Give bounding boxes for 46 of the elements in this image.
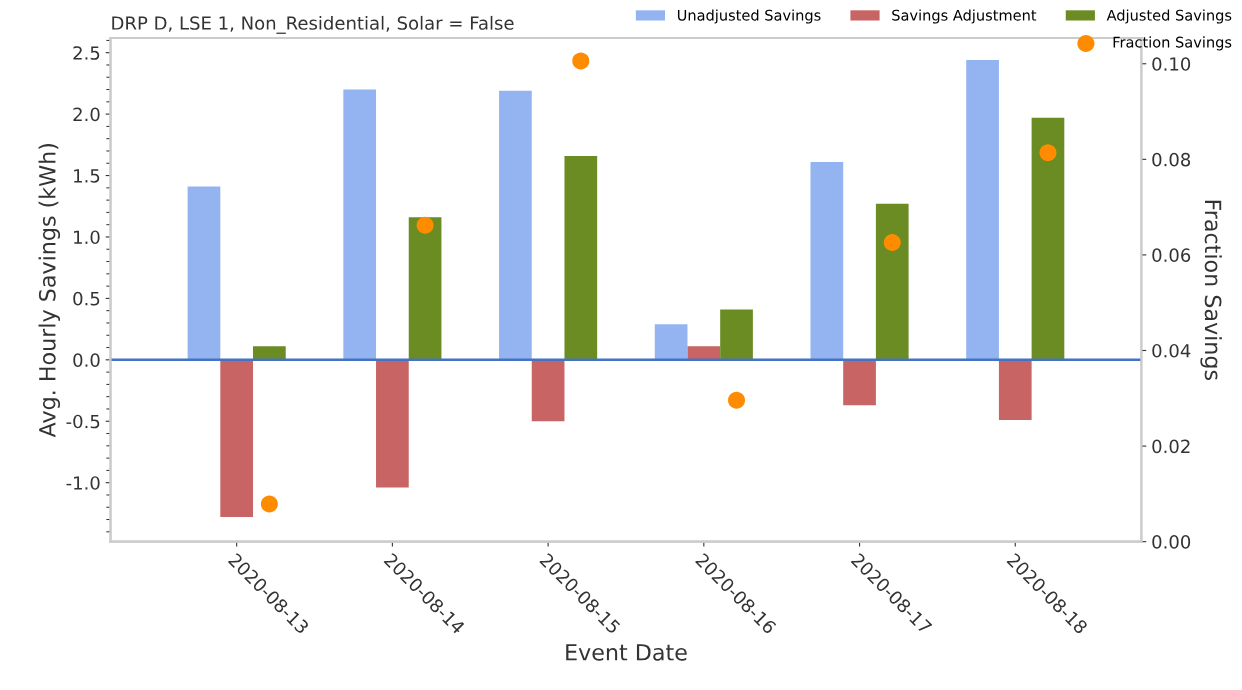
bar (499, 90, 532, 360)
point (728, 391, 746, 409)
legend-label: Fraction Savings (1113, 36, 1232, 51)
bar (687, 346, 721, 360)
bar (343, 89, 377, 360)
bar (998, 359, 1032, 421)
bar (843, 359, 876, 406)
y-tick-label: 2.5 (73, 46, 100, 60)
y-axis-title: Avg. Hourly Savings (kWh) (38, 144, 61, 438)
bar (408, 217, 442, 360)
point (572, 52, 590, 70)
bar (376, 359, 409, 488)
legend-label: Unadjusted Savings (677, 9, 821, 24)
bar (654, 324, 688, 360)
y-tick-label: -0.5 (66, 414, 100, 429)
point (883, 233, 901, 251)
bar (966, 60, 999, 360)
legend-label: Savings Adjustment (892, 9, 1037, 24)
y-tick-label: 1.0 (74, 230, 100, 245)
bar (187, 186, 221, 360)
y-tick-label: 1.5 (74, 169, 100, 183)
point (416, 216, 434, 234)
y2-axis-title: Fraction Savings (1200, 200, 1222, 381)
point (260, 495, 278, 513)
bar (531, 359, 565, 422)
y-tick-label: 2.0 (73, 107, 100, 122)
y2-tick-label: 0.00 (1152, 535, 1191, 549)
y2-tick-label: 0.10 (1152, 57, 1191, 71)
bar (810, 162, 844, 360)
bar (220, 359, 254, 518)
bar (1031, 117, 1065, 360)
y-tick-label: 0.0 (73, 353, 100, 367)
legend-label: Adjusted Savings (1106, 9, 1232, 24)
y2-tick-label: 0.06 (1152, 248, 1191, 263)
bar (253, 346, 286, 360)
bar (564, 155, 598, 360)
point (1039, 144, 1057, 162)
bar (720, 309, 753, 360)
x-axis-title: Event Date (566, 644, 687, 661)
bar (875, 203, 909, 360)
y-tick-label: -1.0 (66, 476, 100, 490)
y-tick-label: 0.5 (73, 291, 100, 306)
y2-tick-label: 0.08 (1152, 152, 1191, 167)
chart-title: DRP D, LSE 1, Non_Residential, Solar = False (112, 15, 514, 34)
y2-tick-label: 0.04 (1152, 343, 1191, 358)
y2-tick-label: 0.02 (1152, 439, 1190, 454)
